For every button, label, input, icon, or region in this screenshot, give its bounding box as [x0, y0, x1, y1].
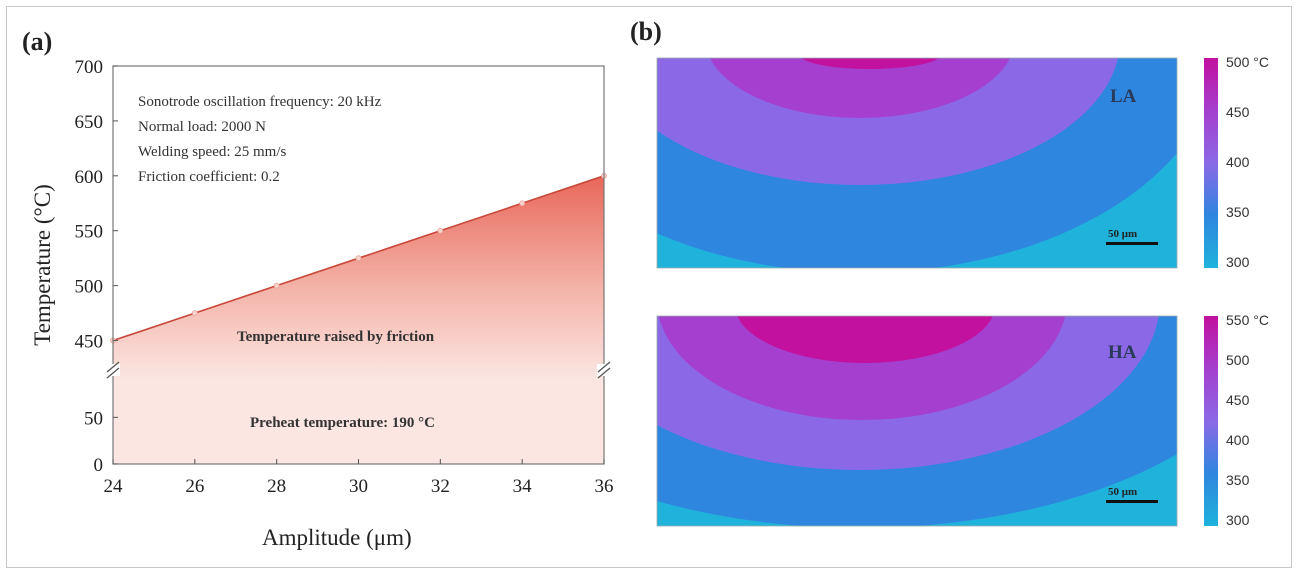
x-tick-label: 34: [513, 476, 533, 497]
preheat-region-label: Preheat temperature: 190 °C: [250, 415, 435, 431]
y-tick-label: 0: [94, 455, 104, 476]
la-band-450: [709, 58, 1011, 118]
param-friction-coefficient: Friction coefficient: 0.2: [138, 169, 280, 185]
la-colorbar-tick-label: 350: [1226, 204, 1250, 220]
data-point: [519, 200, 526, 207]
x-tick-label: 36: [595, 476, 614, 497]
ha-scale-bar-label: 50 μm: [1108, 486, 1137, 498]
y-tick-label: 600: [75, 167, 104, 188]
x-tick-label: 26: [185, 476, 204, 497]
param-normal-load: Normal load: 2000 N: [138, 119, 266, 135]
la-colorbar-tick-label: 300: [1226, 254, 1250, 270]
la-tag: LA: [1110, 86, 1137, 107]
heatmap-la: LA 50 μm: [656, 57, 1178, 269]
friction-area-fill: [113, 175, 604, 380]
temperature-amplitude-chart: 24 26 28 30 32 34 36 450 500 550 600 650 700 0 50 Son…: [30, 57, 614, 550]
ha-band-500: [737, 316, 993, 363]
data-point: [355, 255, 362, 262]
friction-region-label: Temperature raised by friction: [237, 329, 435, 345]
y-tick-label: 500: [75, 277, 104, 298]
ha-colorbar-tick-label: 500: [1226, 352, 1250, 368]
x-tick-label: 28: [267, 476, 286, 497]
x-tick-label: 32: [431, 476, 450, 497]
y-axis-ticks: 450 500 550 600 650 700 0 50: [75, 57, 118, 476]
ha-colorbar: [1204, 316, 1218, 526]
ha-scale-bar: [1106, 500, 1158, 503]
ha-colorbar-ticks: 550 °C 500 450 400 350 300: [1226, 312, 1269, 528]
la-scale-bar-label: 50 μm: [1108, 228, 1137, 240]
data-point: [273, 282, 280, 289]
axis-break-right: [597, 361, 611, 379]
param-welding-speed: Welding speed: 25 mm/s: [138, 144, 287, 160]
data-point: [191, 310, 198, 316]
ha-colorbar-tick-label: 350: [1226, 472, 1250, 488]
axis-break-left: [106, 361, 120, 379]
y-tick-label: 700: [75, 57, 104, 78]
heatmap-ha: HA 50 μm: [656, 315, 1178, 527]
x-tick-label: 24: [104, 476, 124, 497]
ha-colorbar-tick-label: 450: [1226, 392, 1250, 408]
ha-colorbar-tick-label: 400: [1226, 432, 1250, 448]
y-tick-label: 50: [84, 408, 103, 429]
preheat-area-fill: [113, 380, 604, 464]
param-frequency: Sonotrode oscillation frequency: 20 kHz: [138, 94, 382, 110]
panel-b-label: (b): [630, 17, 662, 46]
ha-colorbar-tick-label: 550 °C: [1226, 312, 1269, 328]
x-tick-label: 30: [349, 476, 368, 497]
la-colorbar-tick-label: 500 °C: [1226, 54, 1269, 70]
la-colorbar: [1204, 58, 1218, 268]
la-colorbar-tick-label: 400: [1226, 154, 1250, 170]
x-axis-ticks: 24 26 28 30 32 34 36: [104, 459, 614, 497]
la-colorbar-ticks: 500 °C 450 400 350 300: [1226, 54, 1269, 270]
y-tick-label: 550: [75, 222, 104, 243]
x-axis-title: Amplitude (μm): [262, 525, 412, 550]
y-axis-title: Temperature (°C): [30, 184, 55, 345]
panel-a-label: (a): [22, 27, 52, 56]
ha-colorbar-tick-label: 300: [1226, 512, 1250, 528]
la-scale-bar: [1106, 242, 1158, 245]
ha-tag: HA: [1108, 342, 1137, 363]
la-colorbar-tick-label: 450: [1226, 104, 1250, 120]
la-band-500: [801, 58, 939, 69]
y-tick-label: 650: [75, 112, 104, 133]
y-tick-label: 450: [75, 332, 104, 353]
data-point: [437, 227, 444, 234]
